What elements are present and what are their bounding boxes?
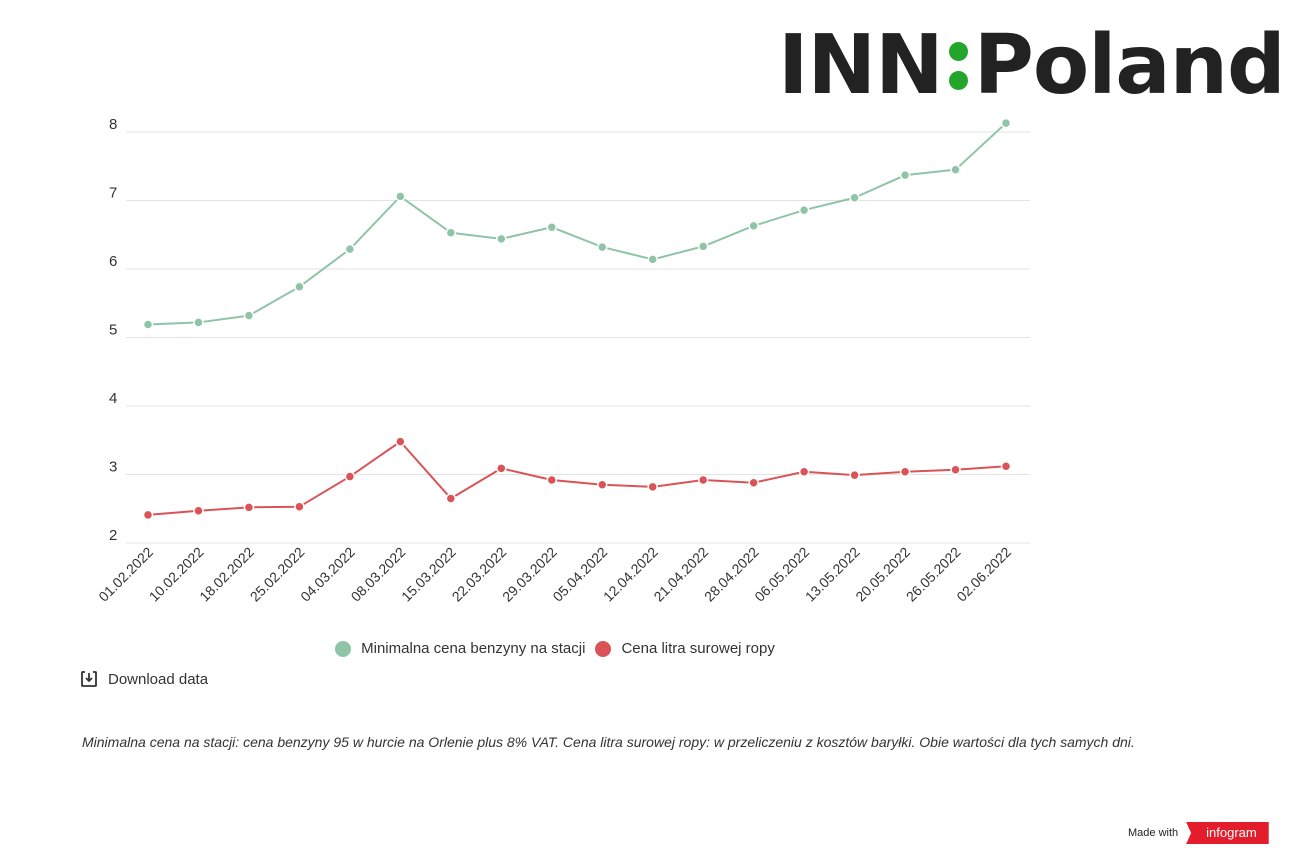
legend-label-crude-oil: Cena litra surowej ropy: [621, 640, 775, 657]
data-point[interactable]: [899, 169, 911, 181]
y-tick-label: 3: [109, 459, 117, 476]
series-layer: [142, 117, 1012, 521]
data-point[interactable]: [395, 436, 406, 447]
data-point[interactable]: [647, 481, 658, 493]
y-tick-label: 4: [109, 390, 117, 407]
infogram-badge[interactable]: infogram: [1186, 822, 1269, 844]
data-point[interactable]: [496, 233, 507, 245]
data-point[interactable]: [243, 310, 255, 321]
data-point[interactable]: [294, 501, 305, 512]
data-point[interactable]: [445, 493, 457, 504]
logo-dot-top: [948, 42, 968, 61]
data-point[interactable]: [193, 505, 204, 517]
legend-swatch-crude-oil: [595, 640, 612, 657]
data-point[interactable]: [849, 192, 860, 204]
made-with-label: Made with: [1128, 827, 1179, 839]
y-tick-label: 6: [109, 253, 117, 270]
y-tick-label: 2: [109, 527, 117, 544]
data-point[interactable]: [798, 204, 810, 216]
grid-lines: [126, 131, 1030, 544]
data-point[interactable]: [697, 241, 709, 252]
download-icon: [81, 671, 97, 687]
legend-item-crude-oil[interactable]: Cena litra surowej ropy: [595, 640, 775, 657]
legend-item-gasoline[interactable]: Minimalna cena benzyny na stacji: [335, 640, 585, 657]
data-point[interactable]: [1000, 117, 1012, 129]
y-axis-ticks: 2 3 4 5 6 7 8: [109, 116, 117, 544]
data-point[interactable]: [950, 464, 961, 475]
x-tick-label: 02.06.2022: [953, 544, 1014, 605]
inn-poland-logo: INN Poland: [778, 18, 1286, 113]
data-point[interactable]: [748, 220, 759, 232]
data-point[interactable]: [344, 243, 356, 255]
legend-label-gasoline: Minimalna cena benzyny na stacji: [361, 640, 586, 657]
logo-colon-icon: [948, 42, 968, 90]
data-point[interactable]: [950, 164, 961, 175]
data-point[interactable]: [546, 221, 558, 233]
chart-legend: Minimalna cena benzyny na stacji Cena li…: [0, 640, 1110, 657]
logo-dot-bottom: [948, 71, 968, 90]
data-point[interactable]: [344, 471, 356, 482]
download-data-button[interactable]: Download data: [80, 670, 208, 688]
series-0: [142, 117, 1012, 330]
data-point[interactable]: [596, 241, 608, 253]
data-point[interactable]: [142, 319, 154, 330]
x-axis-ticks: 01.02.202210.02.202218.02.202225.02.2022…: [95, 544, 1014, 605]
y-tick-label: 5: [109, 322, 117, 339]
chart-footnote: Minimalna cena na stacji: cena benzyny 9…: [82, 734, 1135, 750]
data-point[interactable]: [445, 227, 457, 238]
y-tick-label: 8: [109, 116, 117, 133]
data-point[interactable]: [294, 281, 305, 293]
logo-text-inn: INN: [778, 18, 944, 113]
data-point[interactable]: [395, 191, 406, 202]
y-tick-label: 7: [109, 185, 117, 202]
data-point[interactable]: [748, 477, 759, 488]
series-line: [147, 440, 1007, 516]
data-point[interactable]: [849, 469, 860, 481]
download-data-label: Download data: [108, 670, 209, 688]
data-point[interactable]: [193, 317, 204, 328]
data-point[interactable]: [1000, 461, 1012, 472]
data-point[interactable]: [243, 502, 255, 513]
data-point[interactable]: [647, 254, 658, 265]
data-point[interactable]: [546, 474, 558, 486]
series-line: [147, 122, 1007, 326]
data-point[interactable]: [697, 474, 709, 486]
logo-text-poland: Poland: [973, 18, 1286, 113]
data-point[interactable]: [496, 463, 507, 474]
data-point[interactable]: [596, 479, 608, 491]
data-point[interactable]: [798, 466, 810, 478]
made-with-infogram[interactable]: Made with infogram: [1128, 822, 1269, 844]
data-point[interactable]: [142, 509, 154, 521]
data-point[interactable]: [899, 466, 911, 478]
legend-swatch-gasoline: [335, 640, 352, 657]
series-1: [142, 436, 1012, 521]
